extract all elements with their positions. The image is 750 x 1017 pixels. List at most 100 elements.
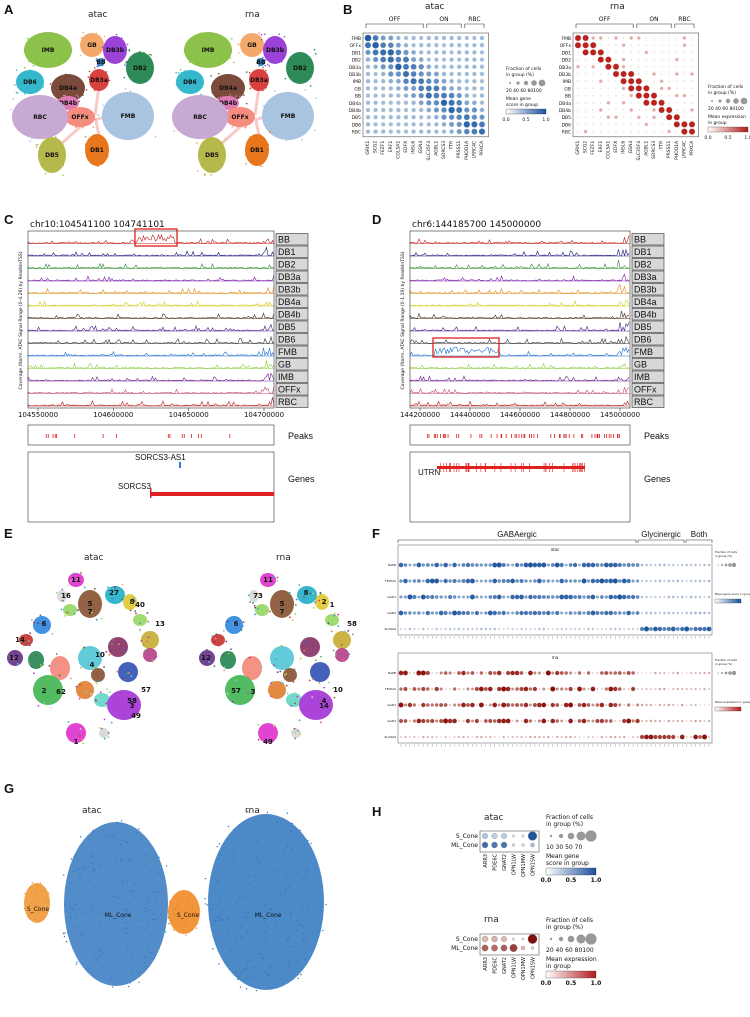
dotplot-dot — [396, 35, 401, 41]
dotplot-dot — [403, 100, 409, 105]
umap-point — [238, 44, 240, 46]
dotplot-dot — [682, 43, 687, 47]
dotplot-dot — [373, 64, 378, 70]
umap-point — [71, 118, 74, 120]
umap-point — [53, 171, 56, 173]
dotplot-dot — [373, 79, 378, 84]
umap-point — [274, 121, 277, 124]
umap-point — [85, 142, 88, 145]
group-label: ON — [439, 16, 448, 23]
umap-point — [88, 70, 91, 73]
umap-point — [314, 129, 316, 131]
umap-point — [220, 96, 222, 99]
umap-point — [62, 174, 64, 177]
gene-label: AGBL1 — [433, 141, 439, 156]
umap-point — [77, 95, 79, 98]
umap-cluster-OFFx — [225, 107, 255, 127]
umap-cluster-DB6 — [176, 70, 204, 94]
umap-point — [253, 150, 256, 153]
umap-point — [258, 65, 261, 67]
dotplot-dot — [418, 71, 424, 77]
dotplot-dot — [457, 57, 462, 62]
dotplot-dot — [472, 57, 477, 62]
dotplot-dot — [481, 944, 489, 952]
dotplot-dot — [434, 129, 439, 134]
dotplot-dot — [395, 42, 401, 48]
row-label: DB3b — [349, 72, 361, 78]
dotplot-dot — [456, 106, 463, 114]
umap-point — [200, 32, 203, 34]
dotplot-dot — [403, 107, 409, 113]
umap-point — [251, 82, 253, 84]
dotplot-dot — [464, 57, 469, 62]
umap-point — [255, 61, 258, 64]
umap-point — [107, 80, 109, 83]
gene-label: TTR — [449, 141, 455, 151]
umap-point — [150, 54, 152, 56]
umap-point — [56, 40, 59, 42]
umap-point — [46, 110, 48, 112]
umap-cluster-DB1 — [245, 134, 269, 166]
dotplot-dot — [449, 43, 454, 48]
umap-point — [28, 60, 30, 63]
dotplot-dot — [441, 35, 447, 41]
umap-point — [73, 108, 75, 110]
umap-point — [107, 57, 110, 60]
umap-point — [236, 93, 238, 96]
dotplot-dot — [574, 42, 582, 49]
dotplot-dot — [456, 92, 462, 99]
umap-point — [93, 67, 96, 69]
dotplot-dot — [364, 42, 372, 49]
umap-point — [188, 61, 191, 64]
umap-point — [259, 58, 261, 61]
dotplot-dot — [464, 100, 470, 106]
umap-point — [92, 158, 94, 160]
dotplot-dot — [388, 93, 393, 98]
dotplot-dot — [457, 50, 462, 55]
umap-point — [112, 47, 115, 49]
dotplot-dot — [521, 843, 525, 847]
dotplot-dot — [449, 121, 455, 127]
dotplot-dot — [441, 43, 447, 48]
umap-point — [103, 140, 106, 142]
legend-size-dot — [585, 830, 597, 842]
umap-point — [221, 96, 224, 98]
dotplot-frame — [572, 32, 699, 138]
umap-point — [131, 99, 133, 102]
dotplot-dot — [381, 107, 386, 113]
umap-point — [27, 87, 30, 90]
umap-point — [221, 105, 223, 108]
dotplot-dot — [396, 93, 401, 98]
gene-label: PRKCA — [479, 140, 485, 156]
umap-point — [128, 50, 131, 52]
umap-point — [231, 126, 234, 128]
umap-point — [184, 47, 187, 49]
umap-point — [223, 100, 226, 103]
dotplot-dot — [402, 70, 410, 78]
dotplot-dot — [441, 50, 447, 55]
umap-point — [249, 49, 251, 52]
dotplot-dot — [403, 122, 409, 127]
row-label: OFFx — [560, 43, 572, 49]
umap-point — [315, 53, 317, 55]
legend-color-title: Mean gene — [546, 853, 580, 860]
dotplot-dot — [457, 64, 462, 69]
umap-point — [52, 45, 55, 47]
umap-point — [101, 60, 103, 63]
umap-label-GB: GB — [87, 42, 97, 49]
umap-point — [195, 142, 198, 144]
dotplot-dot — [373, 86, 378, 91]
umap-point — [66, 103, 68, 105]
umap-point — [35, 95, 38, 97]
umap-point — [136, 52, 138, 55]
umap-point — [68, 98, 70, 101]
umap-point — [154, 135, 157, 138]
dotplot-dot — [433, 85, 440, 92]
umap-point — [267, 56, 269, 58]
legend-size-dot — [585, 933, 597, 945]
dotplot-dot — [482, 833, 488, 839]
dotplot-dot — [521, 937, 525, 941]
dotplot-dot — [387, 49, 395, 56]
umap-point — [268, 65, 271, 67]
umap-point — [16, 92, 19, 94]
